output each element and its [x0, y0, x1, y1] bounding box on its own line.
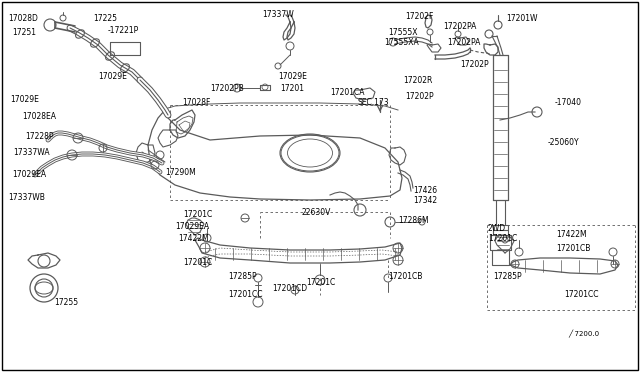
Text: 17202PB: 17202PB: [210, 84, 244, 93]
Text: 17029EA: 17029EA: [175, 222, 209, 231]
Text: 17290M: 17290M: [165, 168, 196, 177]
Text: 17201: 17201: [280, 84, 304, 93]
Text: 17337WB: 17337WB: [8, 193, 45, 202]
Text: 17285P: 17285P: [493, 272, 522, 281]
Text: 17251: 17251: [12, 28, 36, 37]
Text: -17040: -17040: [555, 98, 582, 107]
Text: -25060Y: -25060Y: [548, 138, 580, 147]
Text: 17201CB: 17201CB: [556, 244, 590, 253]
Text: 17285P: 17285P: [228, 272, 257, 281]
Text: 17029E: 17029E: [10, 95, 39, 104]
Text: 17201C: 17201C: [488, 234, 517, 243]
Text: 17202PA: 17202PA: [443, 22, 476, 31]
Text: 17422M: 17422M: [178, 234, 209, 243]
Text: 17029EA: 17029EA: [12, 170, 46, 179]
Text: 17201CA: 17201CA: [330, 88, 365, 97]
Text: 17286M: 17286M: [398, 216, 429, 225]
Text: 2WD: 2WD: [488, 224, 506, 233]
Text: 17426: 17426: [413, 186, 437, 195]
Text: 17028F: 17028F: [182, 98, 211, 107]
Text: 17555X: 17555X: [388, 28, 417, 37]
Text: 17201CD: 17201CD: [272, 284, 307, 293]
Text: 17201W: 17201W: [506, 14, 538, 23]
Text: 17255: 17255: [54, 298, 78, 307]
Text: 17029E: 17029E: [278, 72, 307, 81]
Text: 17225: 17225: [93, 14, 117, 23]
Text: 17202R: 17202R: [403, 76, 433, 85]
Text: ╱ 7200.0: ╱ 7200.0: [568, 330, 599, 338]
Text: 17028D: 17028D: [8, 14, 38, 23]
Text: 17202PA: 17202PA: [447, 38, 481, 47]
Text: 17201C: 17201C: [183, 258, 212, 267]
Text: -17221P: -17221P: [108, 26, 140, 35]
Text: 17029E: 17029E: [98, 72, 127, 81]
Text: 17337W: 17337W: [262, 10, 294, 19]
Text: 17201C: 17201C: [183, 210, 212, 219]
Text: 17201CC: 17201CC: [564, 290, 598, 299]
Text: 17422M: 17422M: [556, 230, 587, 239]
Text: 17201CC: 17201CC: [228, 290, 262, 299]
Text: 17555XA: 17555XA: [384, 38, 419, 47]
Text: 17342: 17342: [413, 196, 437, 205]
Text: 17201C: 17201C: [306, 278, 335, 287]
Text: 17202P: 17202P: [460, 60, 488, 69]
Text: SEC.173: SEC.173: [358, 98, 390, 107]
Text: 17028EA: 17028EA: [22, 112, 56, 121]
Text: 22630V: 22630V: [302, 208, 332, 217]
Text: 17202P: 17202P: [405, 92, 434, 101]
Text: 17228P: 17228P: [25, 132, 54, 141]
Text: 17337WA: 17337WA: [13, 148, 50, 157]
Text: 17201CB: 17201CB: [388, 272, 422, 281]
Text: 17202F: 17202F: [405, 12, 433, 21]
